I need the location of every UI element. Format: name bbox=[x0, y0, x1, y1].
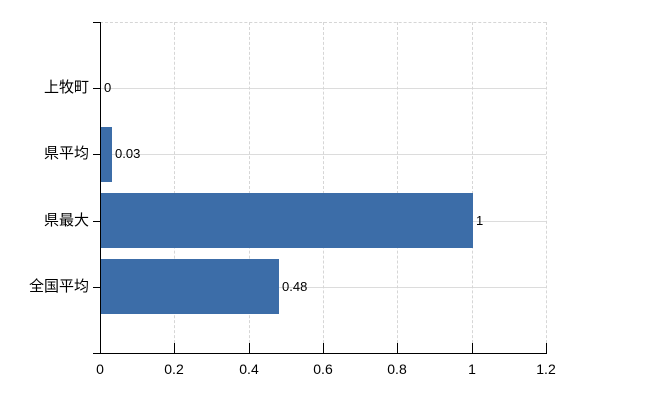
x-tick-label: 0.8 bbox=[387, 361, 407, 377]
bar bbox=[101, 127, 112, 182]
vertical-gridline bbox=[472, 22, 473, 353]
category-label: 県平均 bbox=[43, 145, 89, 162]
value-label: 0.03 bbox=[115, 146, 141, 161]
y-axis-tick bbox=[93, 88, 100, 89]
y-axis bbox=[100, 22, 101, 354]
x-axis-tick bbox=[249, 343, 250, 353]
bar bbox=[101, 193, 473, 248]
vertical-gridline bbox=[249, 22, 250, 353]
y-axis-tick bbox=[93, 22, 100, 23]
x-axis-tick bbox=[174, 343, 175, 353]
value-label: 0.48 bbox=[282, 279, 308, 294]
category-label: 全国平均 bbox=[28, 278, 89, 295]
category-label: 上牧町 bbox=[43, 79, 89, 96]
bar bbox=[101, 259, 279, 314]
x-axis-tick bbox=[323, 343, 324, 353]
vertical-gridline bbox=[546, 22, 547, 353]
x-tick-label: 0.4 bbox=[239, 361, 259, 377]
plot-top-border bbox=[100, 22, 546, 23]
vertical-gridline bbox=[174, 22, 175, 353]
y-axis-tick bbox=[93, 154, 100, 155]
x-axis-tick bbox=[472, 343, 473, 353]
x-tick-label: 0 bbox=[96, 361, 104, 377]
x-tick-label: 1 bbox=[468, 361, 476, 377]
y-axis-tick bbox=[93, 221, 100, 222]
x-tick-label: 0.6 bbox=[313, 361, 333, 377]
x-axis-tick bbox=[397, 343, 398, 353]
value-label: 1 bbox=[476, 213, 484, 228]
x-tick-label: 0.2 bbox=[164, 361, 184, 377]
y-axis-tick bbox=[93, 287, 100, 288]
vertical-gridline bbox=[397, 22, 398, 353]
x-axis-tick bbox=[546, 343, 547, 353]
x-axis bbox=[100, 353, 547, 354]
category-label: 県最大 bbox=[43, 212, 89, 229]
value-label: 0 bbox=[104, 80, 112, 95]
y-axis-tick bbox=[93, 353, 100, 354]
vertical-gridline bbox=[323, 22, 324, 353]
x-tick-label: 1.2 bbox=[536, 361, 556, 377]
